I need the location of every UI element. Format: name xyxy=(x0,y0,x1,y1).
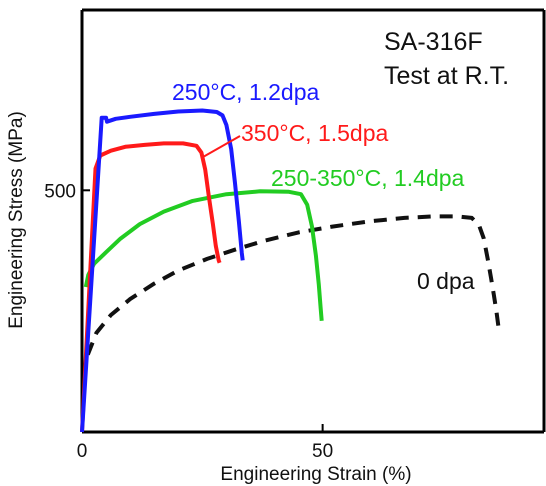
series-labels: 250°C, 1.2dpa 350°C, 1.5dpa 250-350°C, 1.4… xyxy=(172,79,475,294)
series-line-0 xyxy=(80,108,245,433)
material-label: SA-316F xyxy=(384,28,483,56)
series-label-2: 250-350°C, 1.4dpa xyxy=(271,165,465,191)
series-line-3 xyxy=(85,214,501,356)
series-line-2 xyxy=(83,189,324,321)
series-layer xyxy=(80,108,501,433)
series-line-1 xyxy=(80,141,222,433)
series-label-leader xyxy=(202,135,241,158)
y-axis-label: Engineering Stress (MPa) xyxy=(6,111,27,329)
y-tick-label: 500 xyxy=(44,181,76,202)
axis-ticks: 0 50 500 xyxy=(44,181,333,462)
plot-frame xyxy=(80,8,546,434)
series-label-0: 250°C, 1.2dpa xyxy=(172,79,320,105)
series-label-1: 350°C, 1.5dpa xyxy=(241,120,389,146)
test-condition-label: Test at R.T. xyxy=(384,62,509,90)
x-tick-label: 0 xyxy=(77,441,88,462)
series-label-3: 0 dpa xyxy=(417,268,475,294)
x-axis-label: Engineering Strain (%) xyxy=(220,464,411,485)
x-tick-label: 50 xyxy=(312,441,333,462)
